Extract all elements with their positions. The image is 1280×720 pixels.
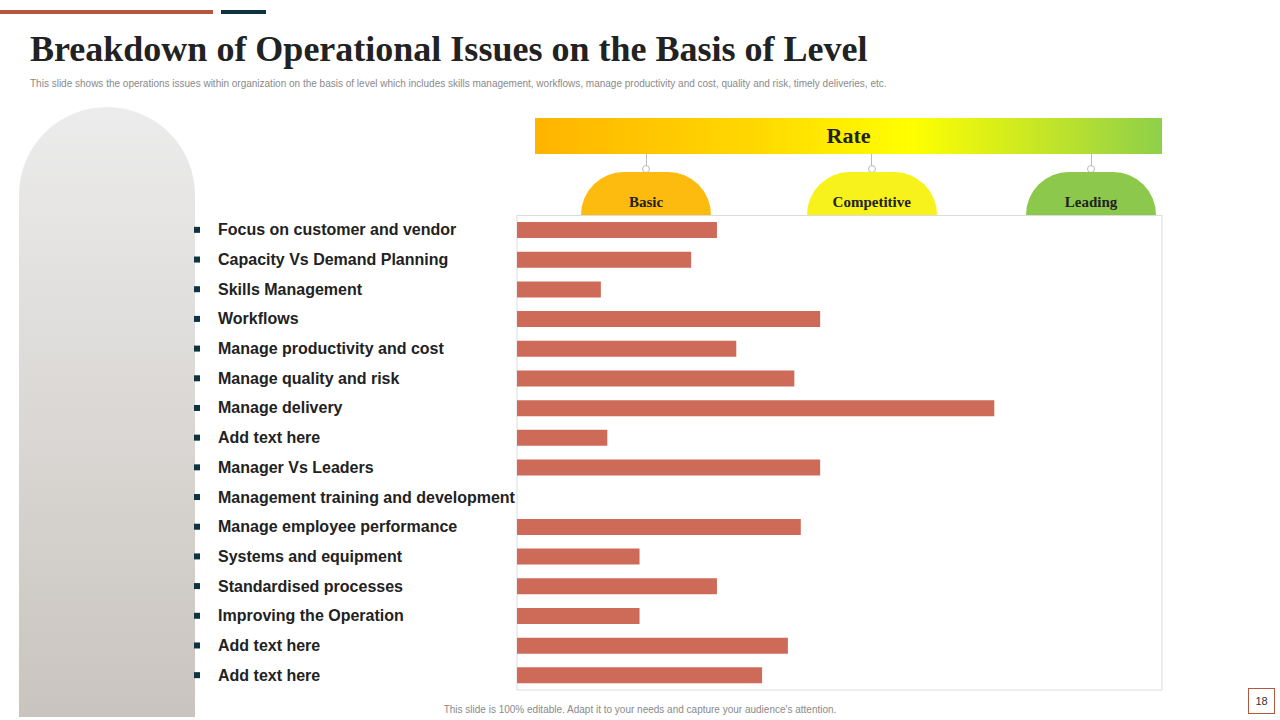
html-text:Competitive: Competitive bbox=[832, 194, 911, 210]
svg-text:Management training and develo: Management training and development bbox=[218, 489, 516, 506]
svg-text:Skills Management: Skills Management bbox=[218, 281, 363, 298]
svg-text:Manage employee performance: Manage employee performance bbox=[218, 518, 457, 535]
svg-text:Add text here: Add text here bbox=[218, 667, 320, 684]
html-text:Basic: Basic bbox=[628, 194, 664, 210]
svg-text:Manage quality and risk: Manage quality and risk bbox=[218, 370, 399, 387]
svg-text:Focus on customer and vendor: Focus on customer and vendor bbox=[218, 221, 456, 238]
svg-text:Add text here: Add text here bbox=[218, 637, 320, 654]
svg-text:Add text here: Add text here bbox=[218, 429, 320, 446]
svg-text:Workflows: Workflows bbox=[218, 310, 299, 327]
html-text:18: 18 bbox=[1255, 695, 1268, 707]
svg-text:Manage productivity and cost: Manage productivity and cost bbox=[218, 340, 444, 357]
html-text:Leading: Leading bbox=[1064, 194, 1118, 210]
svg-text:Standardised processes: Standardised processes bbox=[218, 578, 403, 595]
svg-text:Capacity Vs Demand Planning: Capacity Vs Demand Planning bbox=[218, 251, 448, 268]
svg-text:Manager Vs Leaders: Manager Vs Leaders bbox=[218, 459, 374, 476]
svg-text:Manage delivery: Manage delivery bbox=[218, 399, 343, 416]
html-text:This slide is 100% editable. A: This slide is 100% editable. Adapt it to… bbox=[443, 704, 837, 715]
html-text:Breakdown of Operational Issue: Breakdown of Operational Issues on the B… bbox=[30, 29, 868, 69]
html-text:This slide shows the operation: This slide shows the operations issues w… bbox=[30, 78, 887, 89]
svg-text:Systems and equipment: Systems and equipment bbox=[218, 548, 403, 565]
html-text:Rate: Rate bbox=[826, 123, 871, 148]
svg-text:Improving the Operation: Improving the Operation bbox=[218, 607, 404, 624]
